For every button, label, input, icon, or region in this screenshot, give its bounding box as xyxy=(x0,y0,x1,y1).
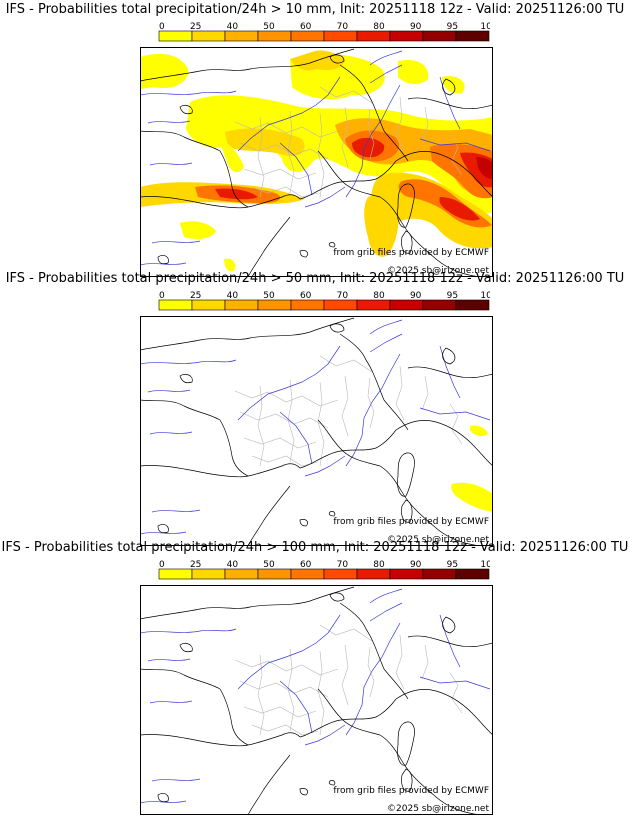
copyright-notice: ©2025 sb@irizone.net xyxy=(387,804,489,814)
colorbar-tick-label: 70 xyxy=(337,22,349,32)
colorbar-cell xyxy=(158,568,193,580)
colorbar-cell xyxy=(257,568,292,580)
colorbar-tick-label: 25 xyxy=(190,560,201,570)
colorbar-tick-label: 60 xyxy=(300,291,312,301)
colorbar-cell xyxy=(158,299,193,311)
probability-colorbar: 10 25 40 50 60 70 80 90 95 100 xyxy=(158,291,490,311)
colorbar-cell xyxy=(422,568,457,580)
copyright-notice: ©2025 sb@irizone.net xyxy=(387,535,489,545)
panel-title: IFS - Probabilities total precipitation/… xyxy=(5,271,625,286)
colorbar-tick-label: 40 xyxy=(227,291,239,301)
colorbar-cell xyxy=(323,30,358,42)
colorbar-tick-label: 80 xyxy=(373,291,385,301)
colorbar-cell xyxy=(455,568,490,580)
colorbar-tick-label: 10 xyxy=(158,560,165,570)
colorbar-cell xyxy=(389,299,424,311)
colorbar-cell xyxy=(290,568,325,580)
colorbar-tick-label: 40 xyxy=(227,22,239,32)
colorbar-tick-label: 40 xyxy=(227,560,239,570)
colorbar-tick-label: 80 xyxy=(373,560,385,570)
forecast-panel-10mm: IFS - Probabilities total precipitation/… xyxy=(0,0,630,277)
colorbar-tick-label: 90 xyxy=(410,560,422,570)
colorbar-tick-label: 70 xyxy=(337,560,349,570)
colorbar-cell xyxy=(455,30,490,42)
admin-borders xyxy=(234,624,463,736)
colorbar-cell xyxy=(224,30,259,42)
colorbar-cell xyxy=(389,30,424,42)
colorbar-tick-label: 25 xyxy=(190,291,201,301)
precipitation-map: from grib files provided by ECMWF ©2025 … xyxy=(140,47,493,277)
colorbar-tick-label: 10 xyxy=(158,291,165,301)
colorbar-tick-label: 70 xyxy=(337,291,349,301)
colorbar-tick-label: 95 xyxy=(447,291,458,301)
colorbar-cell xyxy=(158,30,193,42)
colorbar-cell xyxy=(224,299,259,311)
colorbar-tick-label: 100 xyxy=(480,560,490,570)
colorbar-cell xyxy=(455,299,490,311)
panel-title: IFS - Probabilities total precipitation/… xyxy=(1,540,629,555)
colorbar-tick-label: 50 xyxy=(263,22,275,32)
colorbar-tick-label: 100 xyxy=(480,22,490,32)
coastlines xyxy=(140,317,493,546)
colorbar-cell xyxy=(323,568,358,580)
probability-field xyxy=(451,425,493,512)
colorbar-cell xyxy=(422,299,457,311)
forecast-panel-50mm: IFS - Probabilities total precipitation/… xyxy=(0,269,630,546)
colorbar-cell xyxy=(224,568,259,580)
colorbar-tick-label: 60 xyxy=(300,560,312,570)
colorbar-tick-label: 50 xyxy=(263,291,275,301)
rivers xyxy=(140,588,491,804)
data-credit: from grib files provided by ECMWF xyxy=(333,786,489,796)
colorbar-cell xyxy=(389,568,424,580)
copyright-notice: ©2025 sb@irizone.net xyxy=(387,266,489,276)
colorbar-tick-label: 95 xyxy=(447,22,458,32)
colorbar-cell xyxy=(191,568,226,580)
data-credit: from grib files provided by ECMWF xyxy=(333,517,489,527)
precipitation-map: from grib files provided by ECMWF ©2025 … xyxy=(140,585,493,815)
colorbar-tick-label: 90 xyxy=(410,291,422,301)
colorbar-tick-label: 95 xyxy=(447,560,458,570)
colorbar-cell xyxy=(422,30,457,42)
colorbar-cell xyxy=(290,299,325,311)
colorbar-cell xyxy=(356,30,391,42)
precipitation-map: from grib files provided by ECMWF ©2025 … xyxy=(140,316,493,546)
colorbar-tick-label: 60 xyxy=(300,22,312,32)
colorbar-cell xyxy=(257,30,292,42)
colorbar-cell xyxy=(257,299,292,311)
colorbar-cell xyxy=(290,30,325,42)
colorbar-tick-label: 50 xyxy=(263,560,275,570)
probability-colorbar: 10 25 40 50 60 70 80 90 95 100 xyxy=(158,560,490,580)
colorbar-cell xyxy=(356,299,391,311)
probability-colorbar: 10 25 40 50 60 70 80 90 95 100 xyxy=(158,22,490,42)
colorbar-tick-label: 10 xyxy=(158,22,165,32)
colorbar-cell xyxy=(191,299,226,311)
colorbar-tick-label: 25 xyxy=(190,22,201,32)
colorbar-cell xyxy=(356,568,391,580)
colorbar-tick-label: 80 xyxy=(373,22,385,32)
forecast-panel-100mm: IFS - Probabilities total precipitation/… xyxy=(0,538,630,815)
coastlines xyxy=(140,48,493,277)
colorbar-cell xyxy=(323,299,358,311)
data-credit: from grib files provided by ECMWF xyxy=(333,248,489,258)
colorbar-tick-label: 90 xyxy=(410,22,422,32)
rivers xyxy=(140,319,491,535)
panel-title: IFS - Probabilities total precipitation/… xyxy=(5,2,625,17)
colorbar-tick-label: 100 xyxy=(480,291,490,301)
coastlines xyxy=(140,586,493,815)
colorbar-cell xyxy=(191,30,226,42)
